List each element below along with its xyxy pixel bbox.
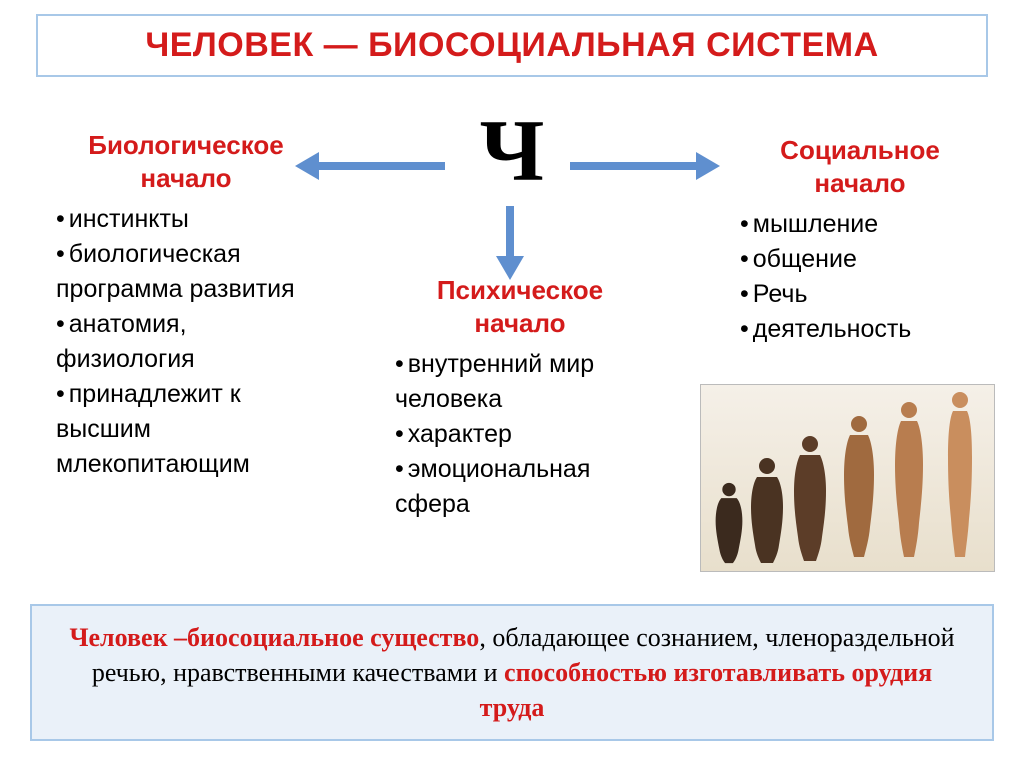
- list-item: деятельность: [740, 312, 980, 347]
- heading-line: начало: [474, 308, 565, 338]
- heading-line: Биологическое: [88, 130, 283, 160]
- page-title: ЧЕЛОВЕК — БИОСОЦИАЛЬНАЯ СИСТЕМА: [38, 26, 986, 65]
- branch-biological: Биологическое начало инстинкты биологиче…: [56, 129, 316, 482]
- branch-list: мышление общение Речь деятельность: [740, 207, 980, 347]
- list-item: характер: [395, 417, 645, 452]
- branch-list: инстинкты биологическая программа развит…: [56, 202, 316, 482]
- list-item: внутренний мир человека: [395, 347, 645, 417]
- list-item: эмоциональная сфера: [395, 452, 645, 522]
- list-item: общение: [740, 242, 980, 277]
- branch-list: внутренний мир человека характер эмоцион…: [395, 347, 645, 522]
- heading-line: Социальное: [780, 135, 940, 165]
- definition-highlight-2: способностью изготавливать орудия труда: [480, 658, 933, 722]
- evolution-figure-6: [931, 389, 989, 565]
- evolution-illustration: [700, 384, 995, 572]
- list-item: анатомия, физиология: [56, 307, 316, 377]
- arrow-left: [315, 162, 445, 170]
- list-item: биологическая программа развития: [56, 237, 316, 307]
- arrow-down: [506, 206, 514, 260]
- definition-highlight-1: Человек –биосоциальное существо: [69, 623, 479, 652]
- branch-heading: Психическое начало: [395, 274, 645, 339]
- list-item: Речь: [740, 277, 980, 312]
- heading-line: начало: [140, 163, 231, 193]
- heading-line: Психическое: [437, 275, 603, 305]
- branch-heading: Социальное начало: [740, 134, 980, 199]
- branch-heading: Биологическое начало: [56, 129, 316, 194]
- evolution-figure-5: [879, 399, 939, 565]
- center-letter: Ч: [480, 108, 545, 196]
- list-item: мышление: [740, 207, 980, 242]
- heading-line: начало: [814, 168, 905, 198]
- arrow-right: [570, 162, 700, 170]
- definition-box: Человек –биосоциальное существо, обладаю…: [30, 604, 994, 741]
- branch-social: Социальное начало мышление общение Речь …: [740, 134, 980, 347]
- list-item: принадлежит к высшим млекопитающим: [56, 377, 316, 482]
- title-box: ЧЕЛОВЕК — БИОСОЦИАЛЬНАЯ СИСТЕМА: [36, 14, 988, 77]
- list-item: инстинкты: [56, 202, 316, 237]
- branch-psychic: Психическое начало внутренний мир челове…: [395, 274, 645, 522]
